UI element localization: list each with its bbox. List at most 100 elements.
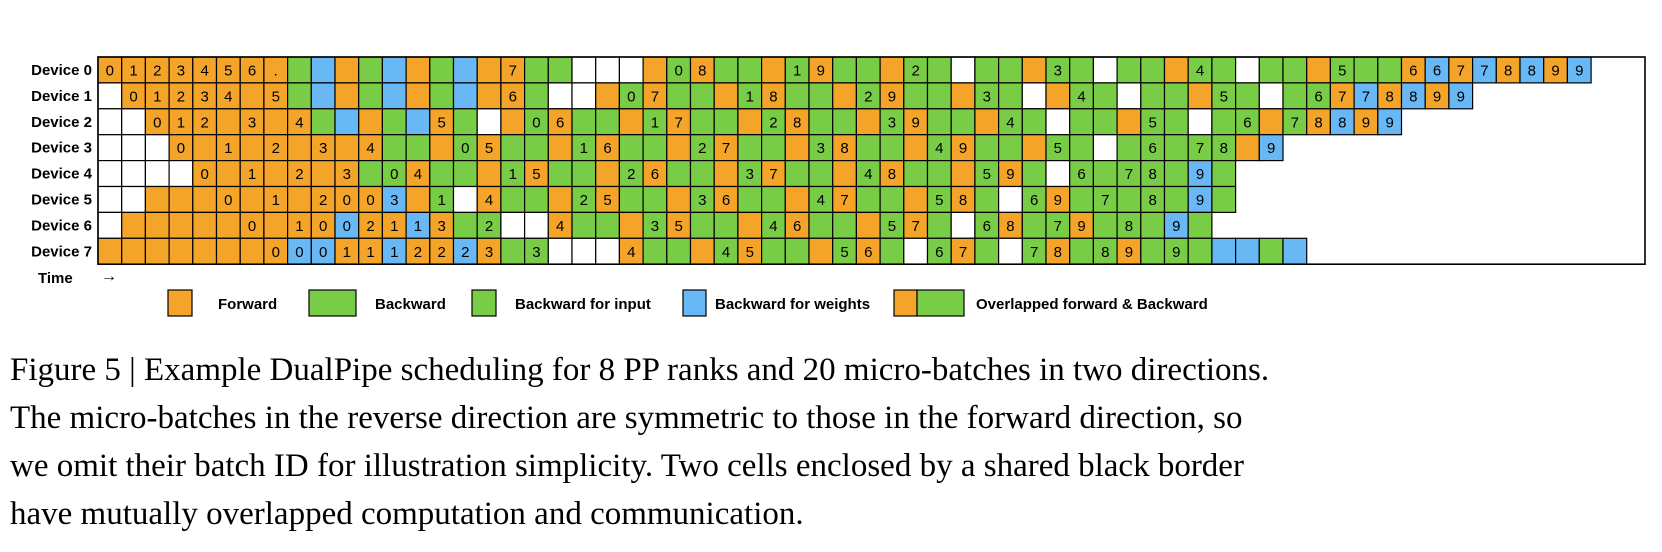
schedule-cell bbox=[571, 56, 597, 84]
schedule-cell bbox=[1116, 185, 1142, 213]
schedule-cell bbox=[832, 82, 858, 110]
cell-batch-id: 9 bbox=[888, 88, 896, 105]
schedule-cell bbox=[903, 160, 929, 188]
schedule-cell bbox=[1092, 211, 1118, 239]
dualpipe-schedule-diagram: Device 0 Device 1 Device 2 Device 3 Device 4… bbox=[31, 56, 1646, 317]
schedule-cell bbox=[666, 237, 692, 265]
cell-batch-id: 4 bbox=[627, 244, 635, 261]
legend-item-backward_input: Backward for input bbox=[471, 289, 651, 317]
cell-batch-id: 4 bbox=[366, 140, 374, 157]
schedule-cell bbox=[121, 185, 146, 213]
schedule-cell bbox=[452, 160, 478, 188]
schedule-cell bbox=[1211, 160, 1237, 188]
cell-batch-id: 5 bbox=[674, 218, 682, 235]
cell-batch-id: 6 bbox=[1243, 114, 1251, 131]
cell-batch-id: 9 bbox=[1077, 218, 1085, 235]
cell-batch-id: 7 bbox=[840, 192, 848, 209]
cell-batch-id: 3 bbox=[532, 244, 540, 261]
schedule-cell bbox=[1163, 56, 1189, 84]
cell-batch-id: 8 bbox=[698, 62, 706, 79]
schedule-cell bbox=[310, 82, 336, 110]
schedule-cell bbox=[997, 82, 1023, 110]
cell-batch-id: 1 bbox=[248, 166, 256, 183]
schedule-cell bbox=[595, 108, 621, 136]
cell-batch-id: 1 bbox=[224, 140, 232, 157]
cell-batch-id: 4 bbox=[224, 88, 232, 105]
time-axis: Time → bbox=[38, 268, 117, 287]
schedule-cell bbox=[879, 56, 905, 84]
schedule-cell bbox=[926, 82, 952, 110]
schedule-cell bbox=[1116, 134, 1142, 162]
schedule-cell bbox=[192, 185, 218, 213]
cell-batch-id: 8 bbox=[1125, 218, 1133, 235]
cell-batch-id: 9 bbox=[1457, 88, 1465, 105]
schedule-cell bbox=[334, 134, 360, 162]
schedule-cell bbox=[476, 82, 502, 110]
schedule-cell bbox=[547, 82, 573, 110]
schedule-cell bbox=[903, 237, 929, 265]
cell-batch-id: 9 bbox=[1125, 244, 1133, 261]
schedule-cell bbox=[121, 237, 146, 265]
schedule-cell bbox=[1140, 211, 1166, 239]
schedule-cell bbox=[1021, 82, 1047, 110]
cell-batch-id: 5 bbox=[935, 192, 943, 209]
schedule-cell bbox=[595, 56, 621, 84]
schedule-cell bbox=[523, 134, 549, 162]
legend-item-overlapped: Overlapped forward & Backward bbox=[893, 289, 1208, 317]
schedule-cell bbox=[1187, 82, 1213, 110]
cell-batch-id: 3 bbox=[390, 192, 398, 209]
cell-batch-id: 9 bbox=[1172, 244, 1180, 261]
cell-batch-id: 2 bbox=[911, 62, 919, 79]
schedule-cell bbox=[713, 211, 739, 239]
schedule-cell bbox=[808, 108, 834, 136]
schedule-cell bbox=[1258, 56, 1284, 84]
schedule-cell bbox=[452, 82, 478, 110]
cell-batch-id: 0 bbox=[390, 166, 398, 183]
cell-batch-id: 6 bbox=[1030, 192, 1038, 209]
schedule-cell bbox=[689, 160, 715, 188]
schedule-cell bbox=[737, 211, 763, 239]
schedule-cell bbox=[1187, 108, 1213, 136]
schedule-cell bbox=[1069, 56, 1094, 84]
cell-batch-id: 8 bbox=[1220, 140, 1228, 157]
schedule-cell bbox=[405, 56, 431, 84]
schedule-cell bbox=[1258, 82, 1284, 110]
schedule-cell bbox=[879, 185, 905, 213]
schedule-cell bbox=[334, 108, 360, 136]
cell-batch-id: 5 bbox=[1148, 114, 1156, 131]
cell-batch-id: 4 bbox=[817, 192, 825, 209]
schedule-cell bbox=[429, 160, 455, 188]
cell-batch-id: 0 bbox=[343, 192, 351, 209]
cell-batch-id: 5 bbox=[532, 166, 540, 183]
schedule-cell bbox=[547, 237, 573, 265]
schedule-cell bbox=[879, 134, 905, 162]
row-label-device-6: Device 6 bbox=[31, 217, 92, 234]
schedule-cell bbox=[950, 56, 976, 84]
cell-batch-id: 2 bbox=[437, 244, 445, 261]
cell-batch-id: 1 bbox=[509, 166, 517, 183]
cell-batch-id: 9 bbox=[1362, 114, 1370, 131]
schedule-cell bbox=[1092, 134, 1118, 162]
cell-batch-id: 7 bbox=[1362, 88, 1370, 105]
cell-batch-id: 6 bbox=[603, 140, 611, 157]
cell-batch-id: 0 bbox=[129, 88, 137, 105]
cell-batch-id: 4 bbox=[935, 140, 943, 157]
schedule-cell bbox=[97, 185, 123, 213]
schedule-cell bbox=[239, 237, 265, 265]
schedule-cell bbox=[642, 134, 668, 162]
cell-batch-id: 5 bbox=[1054, 140, 1062, 157]
schedule-cell bbox=[666, 134, 692, 162]
caption-line-3: we omit their batch ID for illustration … bbox=[10, 448, 1244, 484]
cell-batch-id: 8 bbox=[1148, 166, 1156, 183]
schedule-cell bbox=[452, 108, 478, 136]
schedule-cell bbox=[287, 134, 312, 162]
schedule-cell bbox=[1045, 82, 1071, 110]
legend-label: Backward for weights bbox=[715, 296, 870, 313]
schedule-cell bbox=[784, 82, 810, 110]
cell-batch-id: 9 bbox=[1054, 192, 1062, 209]
cell-batch-id: 1 bbox=[272, 192, 280, 209]
cell-batch-id: 0 bbox=[627, 88, 635, 105]
cell-batch-id: 7 bbox=[509, 62, 517, 79]
schedule-cell bbox=[926, 211, 952, 239]
